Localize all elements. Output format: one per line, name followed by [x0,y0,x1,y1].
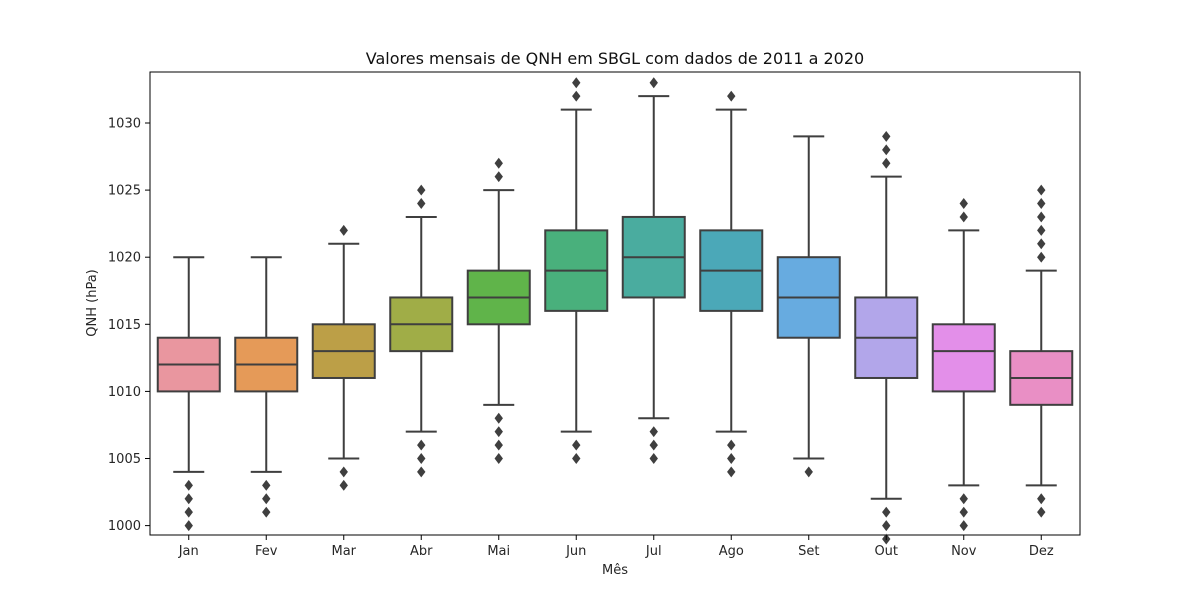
outlier-point [959,520,968,532]
box-dez [1009,184,1074,518]
box-jun [544,77,609,464]
outlier-point [1037,493,1046,505]
box-mai [466,157,531,464]
outlier-point [417,198,426,209]
outlier-point [882,157,891,169]
y-tick-label: 1025 [108,184,141,199]
outlier-point [1037,184,1046,196]
outlier-point [727,453,736,464]
outlier-point [339,466,348,478]
x-tick-label: Abr [410,544,433,559]
outlier-point [727,466,736,478]
outlier-point [572,90,581,102]
outlier-point [494,171,503,183]
y-tick-label: 1015 [108,318,141,333]
plot-area [149,71,1081,536]
y-tick-label: 1005 [108,452,141,467]
outlier-point [262,479,271,491]
outlier-point [1037,251,1046,263]
outlier-point [572,453,581,464]
x-tick-label: Mar [331,544,356,559]
outlier-point [959,493,968,505]
x-axis: Jan Fev Mar Abr Mai Jun Jul Ago Set Out Nov Dez [178,535,1054,559]
box-ago [699,90,764,478]
outlier-point [1037,198,1046,209]
box-nov [931,198,996,532]
outlier-point [262,506,271,518]
x-axis-label: Mês [602,563,628,578]
outlier-point [494,412,503,424]
outlier-point [417,453,426,464]
outlier-point [572,77,581,89]
outlier-point [572,439,581,451]
outlier-point [339,224,348,236]
iqr-box [931,323,996,393]
x-tick-label: Fev [255,544,278,559]
y-tick-label: 1020 [108,251,141,266]
x-tick-label: Mai [487,544,510,559]
outlier-point [339,479,348,491]
outlier-point [727,439,736,451]
outlier-point [882,506,891,518]
outlier-point [649,426,658,438]
outlier-point [184,520,193,532]
outlier-point [882,144,891,156]
box-abr [389,184,454,478]
outlier-point [184,493,193,505]
box-jan [156,256,221,532]
x-tick-label: Nov [951,544,977,559]
outlier-point [494,157,503,169]
outlier-point [262,493,271,505]
outlier-point [959,506,968,518]
outlier-point [1037,224,1046,236]
x-tick-label: Jan [178,544,199,559]
outlier-point [417,439,426,451]
y-tick-label: 1000 [108,519,141,534]
outlier-point [649,439,658,451]
y-axis-label: QNH (hPa) [85,269,100,336]
outlier-point [649,77,658,89]
chart-title: Valores mensais de QNH em SBGL com dados… [366,49,864,68]
x-tick-label: Jul [645,544,662,559]
outlier-point [1037,238,1046,250]
outlier-point [1037,506,1046,518]
outlier-point [1037,211,1046,223]
outlier-point [959,211,968,223]
outlier-point [494,453,503,464]
x-tick-label: Jun [565,544,586,559]
outlier-point [649,453,658,464]
box-mar [311,224,376,491]
y-tick-label: 1030 [108,116,141,131]
outlier-point [882,520,891,532]
outlier-point [959,198,968,209]
x-tick-label: Dez [1029,544,1054,559]
outlier-point [184,479,193,491]
outlier-point [727,90,736,102]
outlier-point [882,130,891,142]
y-tick-label: 1010 [108,385,141,400]
box-set [776,135,841,478]
outlier-point [494,426,503,438]
x-tick-label: Set [798,544,819,559]
x-tick-label: Ago [719,544,744,559]
outlier-point [184,506,193,518]
x-tick-label: Out [874,544,898,559]
box-series [156,77,1074,545]
outlier-point [417,466,426,478]
outlier-point [417,184,426,196]
outlier-point [494,439,503,451]
outlier-point [804,466,813,478]
box-jul [621,77,686,464]
box-fev [234,256,299,518]
y-axis: 1000 1005 1010 1015 1020 1025 1030 [108,116,150,534]
